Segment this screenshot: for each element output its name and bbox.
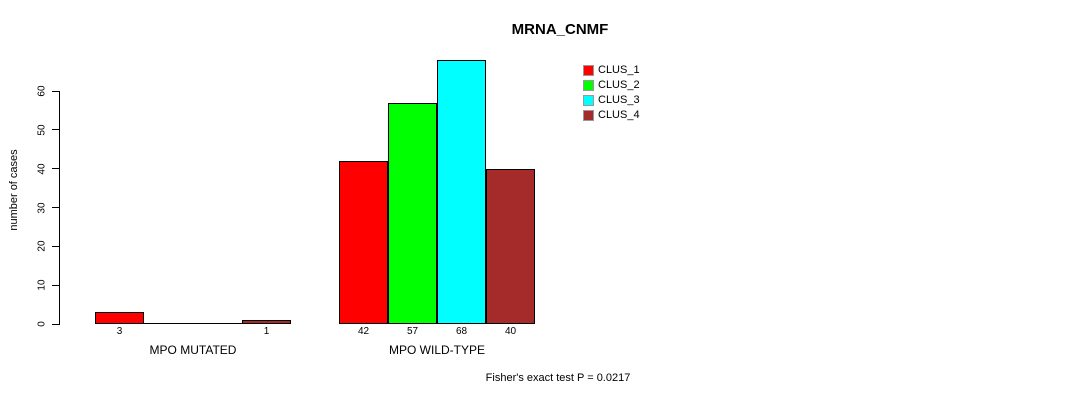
y-axis-tick-label: 0 <box>36 321 48 327</box>
legend-swatch-clus_2 <box>583 80 594 91</box>
y-axis-tick-label: 30 <box>36 201 48 214</box>
bar-value-label: 3 <box>116 326 123 337</box>
bar-clus_3-wild-type <box>437 60 486 324</box>
y-axis-tick-mark <box>52 207 59 208</box>
bar-clus_4-wild-type <box>486 169 535 324</box>
bar-value-label: 1 <box>263 326 270 337</box>
y-axis-tick-label: 40 <box>36 163 48 175</box>
y-axis-tick-mark <box>52 323 59 325</box>
y-axis-tick-mark <box>52 245 59 247</box>
annotation-text: Fisher's exact test P = 0.0217 <box>485 372 631 384</box>
y-axis-tick-mark <box>52 168 59 170</box>
bar-value-label: 42 <box>357 326 370 337</box>
y-axis-tick-mark <box>52 90 59 92</box>
zero-bar-clus_3-mutated <box>193 323 242 324</box>
bar-value-label: 40 <box>504 326 517 337</box>
legend-label-clus_4: CLUS_4 <box>598 109 640 121</box>
legend-swatch-clus_1 <box>583 65 594 76</box>
bar-clus_4-mutated <box>242 320 291 324</box>
y-axis-tick-label: 60 <box>36 85 48 97</box>
legend-swatch-clus_4 <box>583 110 594 121</box>
x-category-label: MPO MUTATED <box>149 343 237 357</box>
y-axis-tick-mark <box>52 129 59 131</box>
legend-label-clus_2: CLUS_2 <box>598 79 640 91</box>
y-axis-tick-label: 50 <box>36 124 48 136</box>
legend-label-clus_1: CLUS_1 <box>598 64 640 76</box>
chart-title: MRNA_CNMF <box>511 21 609 38</box>
bar-clus_1-mutated <box>95 312 144 324</box>
y-axis-line <box>59 91 60 325</box>
y-axis-tick-label: 20 <box>36 240 48 252</box>
legend-swatch-clus_3 <box>583 95 594 106</box>
bar-value-label: 57 <box>406 326 419 337</box>
zero-bar-clus_2-mutated <box>144 323 193 324</box>
y-axis-label: number of cases <box>8 149 20 231</box>
y-axis-tick-label: 10 <box>36 279 48 291</box>
legend-label-clus_3: CLUS_3 <box>598 94 640 106</box>
y-axis-tick-mark <box>52 284 59 286</box>
bar-value-label: 68 <box>455 326 468 337</box>
bar-clus_2-wild-type <box>388 103 437 324</box>
bar-clus_1-wild-type <box>339 161 388 324</box>
x-category-label: MPO WILD-TYPE <box>388 343 486 357</box>
